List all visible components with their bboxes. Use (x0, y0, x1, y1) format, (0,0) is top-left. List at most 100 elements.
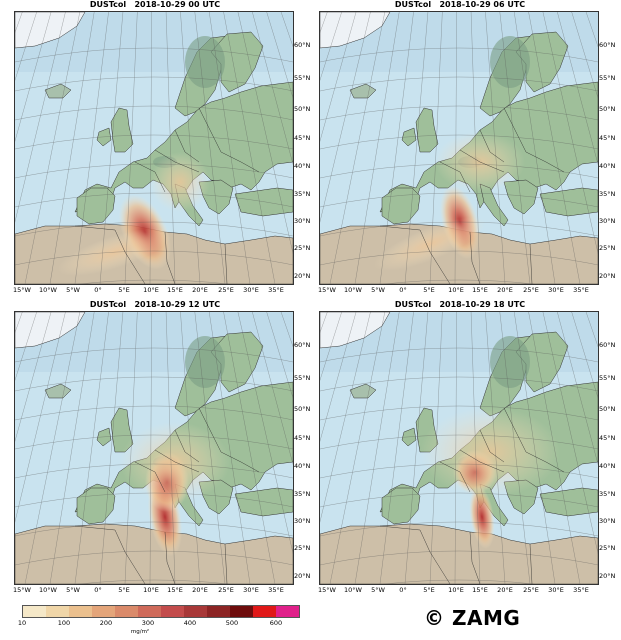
lat-label: 55°N (294, 74, 311, 82)
lon-label: 25°E (523, 586, 539, 594)
lat-label: 25°N (294, 244, 311, 252)
lon-label: 10°W (39, 286, 57, 294)
lat-label: 30°N (294, 517, 311, 525)
colorbar-tick-label: 10 (17, 619, 27, 627)
lat-label: 30°N (294, 217, 311, 225)
map-panel-00utc: DUSTcol 2018-10-29 00 UTC 60°N 55°N 50°N 45… (0, 0, 310, 300)
lon-label: 0° (94, 586, 102, 594)
colorbar-segment (253, 606, 276, 617)
lon-label: 5°E (118, 586, 130, 594)
lon-label: 20°E (192, 586, 208, 594)
lon-label: 5°E (423, 286, 435, 294)
panel-title: DUSTcol 2018-10-29 12 UTC (89, 300, 221, 309)
lon-label: 10°W (39, 586, 57, 594)
copyright-logo: © ZAMG (424, 606, 521, 630)
lat-label: 45°N (599, 434, 616, 442)
panel-title: DUSTcol 2018-10-29 18 UTC (394, 300, 526, 309)
lon-label: 10°E (143, 586, 159, 594)
lat-label: 20°N (294, 272, 311, 280)
map-panel-18utc: DUSTcol 2018-10-29 18 UTC 60°N 55°N 50°N 45… (305, 300, 615, 600)
lon-label: 10°E (448, 286, 464, 294)
lat-label: 40°N (294, 462, 311, 470)
lon-label: 0° (94, 286, 102, 294)
lon-label: 15°W (13, 586, 31, 594)
lat-label: 20°N (599, 272, 616, 280)
lat-label: 40°N (599, 462, 616, 470)
lat-label: 40°N (599, 162, 616, 170)
colorbar-tick-label: 500 (225, 619, 239, 627)
lon-label: 10°W (344, 586, 362, 594)
lat-label: 60°N (599, 341, 616, 349)
lat-label: 35°N (599, 190, 616, 198)
lon-label: 10°E (143, 286, 159, 294)
lat-label: 40°N (294, 162, 311, 170)
lon-label: 30°E (243, 286, 259, 294)
colorbar-tick-label: 100 (57, 619, 71, 627)
lon-label: 35°E (573, 286, 589, 294)
lon-label: 5°W (66, 586, 80, 594)
lat-label: 30°N (599, 217, 616, 225)
lon-label: 20°E (497, 586, 513, 594)
colorbar-segment (23, 606, 46, 617)
colorbar (22, 605, 300, 618)
lon-label: 10°E (448, 586, 464, 594)
colorbar-segment (161, 606, 184, 617)
colorbar-tick-label: 300 (141, 619, 155, 627)
lat-label: 35°N (599, 490, 616, 498)
lat-label: 55°N (599, 74, 616, 82)
lon-label: 15°W (318, 586, 336, 594)
lat-label: 55°N (599, 374, 616, 382)
lat-label: 25°N (294, 544, 311, 552)
lat-label: 45°N (294, 134, 311, 142)
lon-label: 5°W (371, 286, 385, 294)
lat-label: 35°N (294, 190, 311, 198)
lat-label: 25°N (599, 544, 616, 552)
lat-label: 25°N (599, 244, 616, 252)
lat-label: 50°N (599, 105, 616, 113)
lon-label: 25°E (218, 286, 234, 294)
lon-label: 35°E (573, 586, 589, 594)
lon-label: 15°W (13, 286, 31, 294)
lat-label: 50°N (294, 105, 311, 113)
lon-label: 0° (399, 286, 407, 294)
colorbar-segment (115, 606, 138, 617)
dust-map (14, 311, 294, 585)
colorbar-segment (92, 606, 115, 617)
lon-label: 5°W (66, 286, 80, 294)
colorbar-segment (230, 606, 253, 617)
lat-label: 50°N (294, 405, 311, 413)
dust-map (319, 311, 599, 585)
lon-label: 20°E (497, 286, 513, 294)
lon-label: 15°E (167, 586, 183, 594)
lat-label: 60°N (294, 341, 311, 349)
lon-label: 5°E (118, 286, 130, 294)
lon-label: 35°E (268, 586, 284, 594)
lon-label: 30°E (548, 586, 564, 594)
lon-label: 25°E (523, 286, 539, 294)
map-panel-12utc: DUSTcol 2018-10-29 12 UTC 60°N 55°N 50°N 45… (0, 300, 310, 600)
lon-label: 30°E (548, 286, 564, 294)
lat-label: 55°N (294, 374, 311, 382)
dust-map (319, 11, 599, 285)
lon-label: 20°E (192, 286, 208, 294)
lat-label: 45°N (294, 434, 311, 442)
colorbar-segment (46, 606, 69, 617)
lon-label: 25°E (218, 586, 234, 594)
lat-label: 30°N (599, 517, 616, 525)
lat-label: 60°N (599, 41, 616, 49)
lat-label: 45°N (599, 134, 616, 142)
lon-label: 15°E (472, 286, 488, 294)
lat-label: 20°N (599, 572, 616, 580)
colorbar-tick-label: 200 (99, 619, 113, 627)
map-panel-06utc: DUSTcol 2018-10-29 06 UTC 60°N 55°N 50°N 45… (305, 0, 615, 300)
lon-label: 10°W (344, 286, 362, 294)
colorbar-segment (207, 606, 230, 617)
lon-label: 15°E (472, 586, 488, 594)
lat-label: 60°N (294, 41, 311, 49)
colorbar-tick-label: 400 (183, 619, 197, 627)
lat-label: 50°N (599, 405, 616, 413)
lat-label: 35°N (294, 490, 311, 498)
lon-label: 15°E (167, 286, 183, 294)
colorbar-tick-label: 600 (269, 619, 283, 627)
lon-label: 15°W (318, 286, 336, 294)
